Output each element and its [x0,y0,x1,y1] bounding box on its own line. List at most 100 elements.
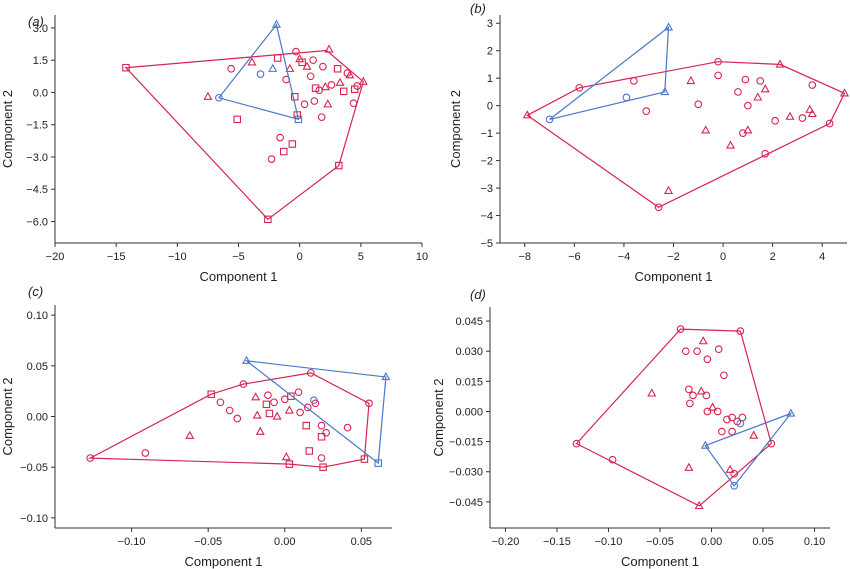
red-triangle-point [698,336,708,345]
red-triangle-point [323,99,333,108]
y-axis-title: Component 2 [431,378,446,456]
y-tick-label: −4.5 [26,184,48,196]
red-circle-point [717,427,726,436]
red-circle-point [714,345,723,354]
x-tick-label: 0.05 [752,536,773,548]
x-tick-label: 0.00 [701,536,722,548]
y-tick-label: 0.10 [27,310,48,322]
red-square-point [264,215,272,224]
red-circle-point [280,395,289,404]
panel-label: (d) [470,287,486,302]
red-triangle-point [743,125,753,134]
red-square-point [273,54,282,62]
red-circle-point [239,380,248,388]
blue-square-point [294,115,303,124]
panel-label: (a) [28,14,44,29]
red-square-point [291,92,299,101]
y-tick-label: −0.05 [20,462,48,474]
y-tick-label: −0.10 [20,513,48,525]
y-tick-label: −1.5 [26,120,48,132]
x-tick-label: −0.10 [118,536,146,548]
red-circle-point [654,203,663,212]
x-tick-label: 10 [416,251,428,263]
red-circle-point [216,398,225,407]
red-circle-point [270,398,278,407]
red-triangle-point [785,111,795,120]
y-tick-label: 0.00 [27,412,48,424]
red-triangle-point [345,70,355,79]
red-circle-point [720,371,728,380]
red-circle-point [702,391,711,400]
red-triangle-point [684,462,694,471]
red-circle-point [310,97,319,105]
red-circle-point [306,369,315,377]
red-circle-point [264,391,272,400]
red-circle-point [736,327,745,335]
red-circle-point [86,454,95,462]
red-circle-point [317,421,326,430]
blue-circle-point [256,70,265,79]
red-triangle-point [839,88,850,97]
red-triangle-point [320,82,330,91]
red-circle-point [296,408,304,417]
x-tick-label: −0.05 [194,536,222,548]
red-circle-point [300,100,309,109]
red-triangle-point [284,405,294,414]
red-triangle-point [522,110,532,119]
x-tick-label: 2 [770,251,776,263]
red-circle-point [141,449,150,457]
red-circle-point [771,116,779,125]
blue-triangle-point [268,63,278,72]
blue-hull [704,412,793,487]
red-triangle-point [324,44,334,53]
red-triangle-point [725,464,735,473]
red-triangle-point [252,410,262,419]
y-tick-label: −6.0 [26,216,48,228]
red-circle-point [728,413,736,422]
blue-triangle-point [664,22,674,31]
x-axis-title: Component 1 [634,269,712,284]
red-circle-point [642,107,651,115]
x-tick-label: −0.20 [492,536,520,548]
y-tick-label: −1 [480,128,493,140]
red-circle-point [723,415,731,424]
y-tick-label: 0.000 [455,406,483,418]
red-triangle-point [696,386,706,395]
red-triangle-point [725,140,736,149]
red-circle-point [730,469,739,478]
red-triangle-point [753,92,763,101]
blue-triangle-point [381,371,391,381]
y-tick-label: −3.0 [26,152,48,164]
red-square-point [302,421,310,430]
red-square-point [233,115,242,124]
red-circle-point [343,423,352,432]
x-tick-label: −8 [519,251,532,263]
y-tick-label: 3.0 [33,23,48,35]
red-square-point [288,140,297,148]
blue-hull [549,26,670,120]
blue-circle-point [736,419,745,428]
y-tick-label: −3 [480,183,493,195]
red-triangle-point [647,388,657,397]
panel-b: −8 −6 −4 −2 0 2 4 3 2 1 0 −1 −2 −3 −4 −5 Component 1 Comp… [448,1,850,284]
y-tick-label: 0 [487,101,493,113]
y-tick-label: −0.045 [449,497,483,509]
x-axis-title: Component 1 [199,269,277,284]
red-triangle-point [805,104,815,113]
blue-circle-point [310,396,318,405]
y-tick-label: −2 [480,156,493,168]
red-triangle-point [686,75,696,85]
red-triangle-point [358,76,368,85]
red-circle-point [608,455,617,464]
blue-triangle-point [700,440,710,449]
red-square-point [285,460,294,468]
red-circle-point [294,388,303,397]
x-axis-title: Component 1 [621,554,699,569]
y-tick-label: −0.030 [449,467,483,479]
red-circle-point [225,406,234,415]
y-tick-label: −0.015 [449,437,483,449]
red-circle-point [686,399,694,408]
red-circle-point [575,83,584,92]
red-triangle-point [760,84,770,93]
blue-square-point [374,459,382,467]
